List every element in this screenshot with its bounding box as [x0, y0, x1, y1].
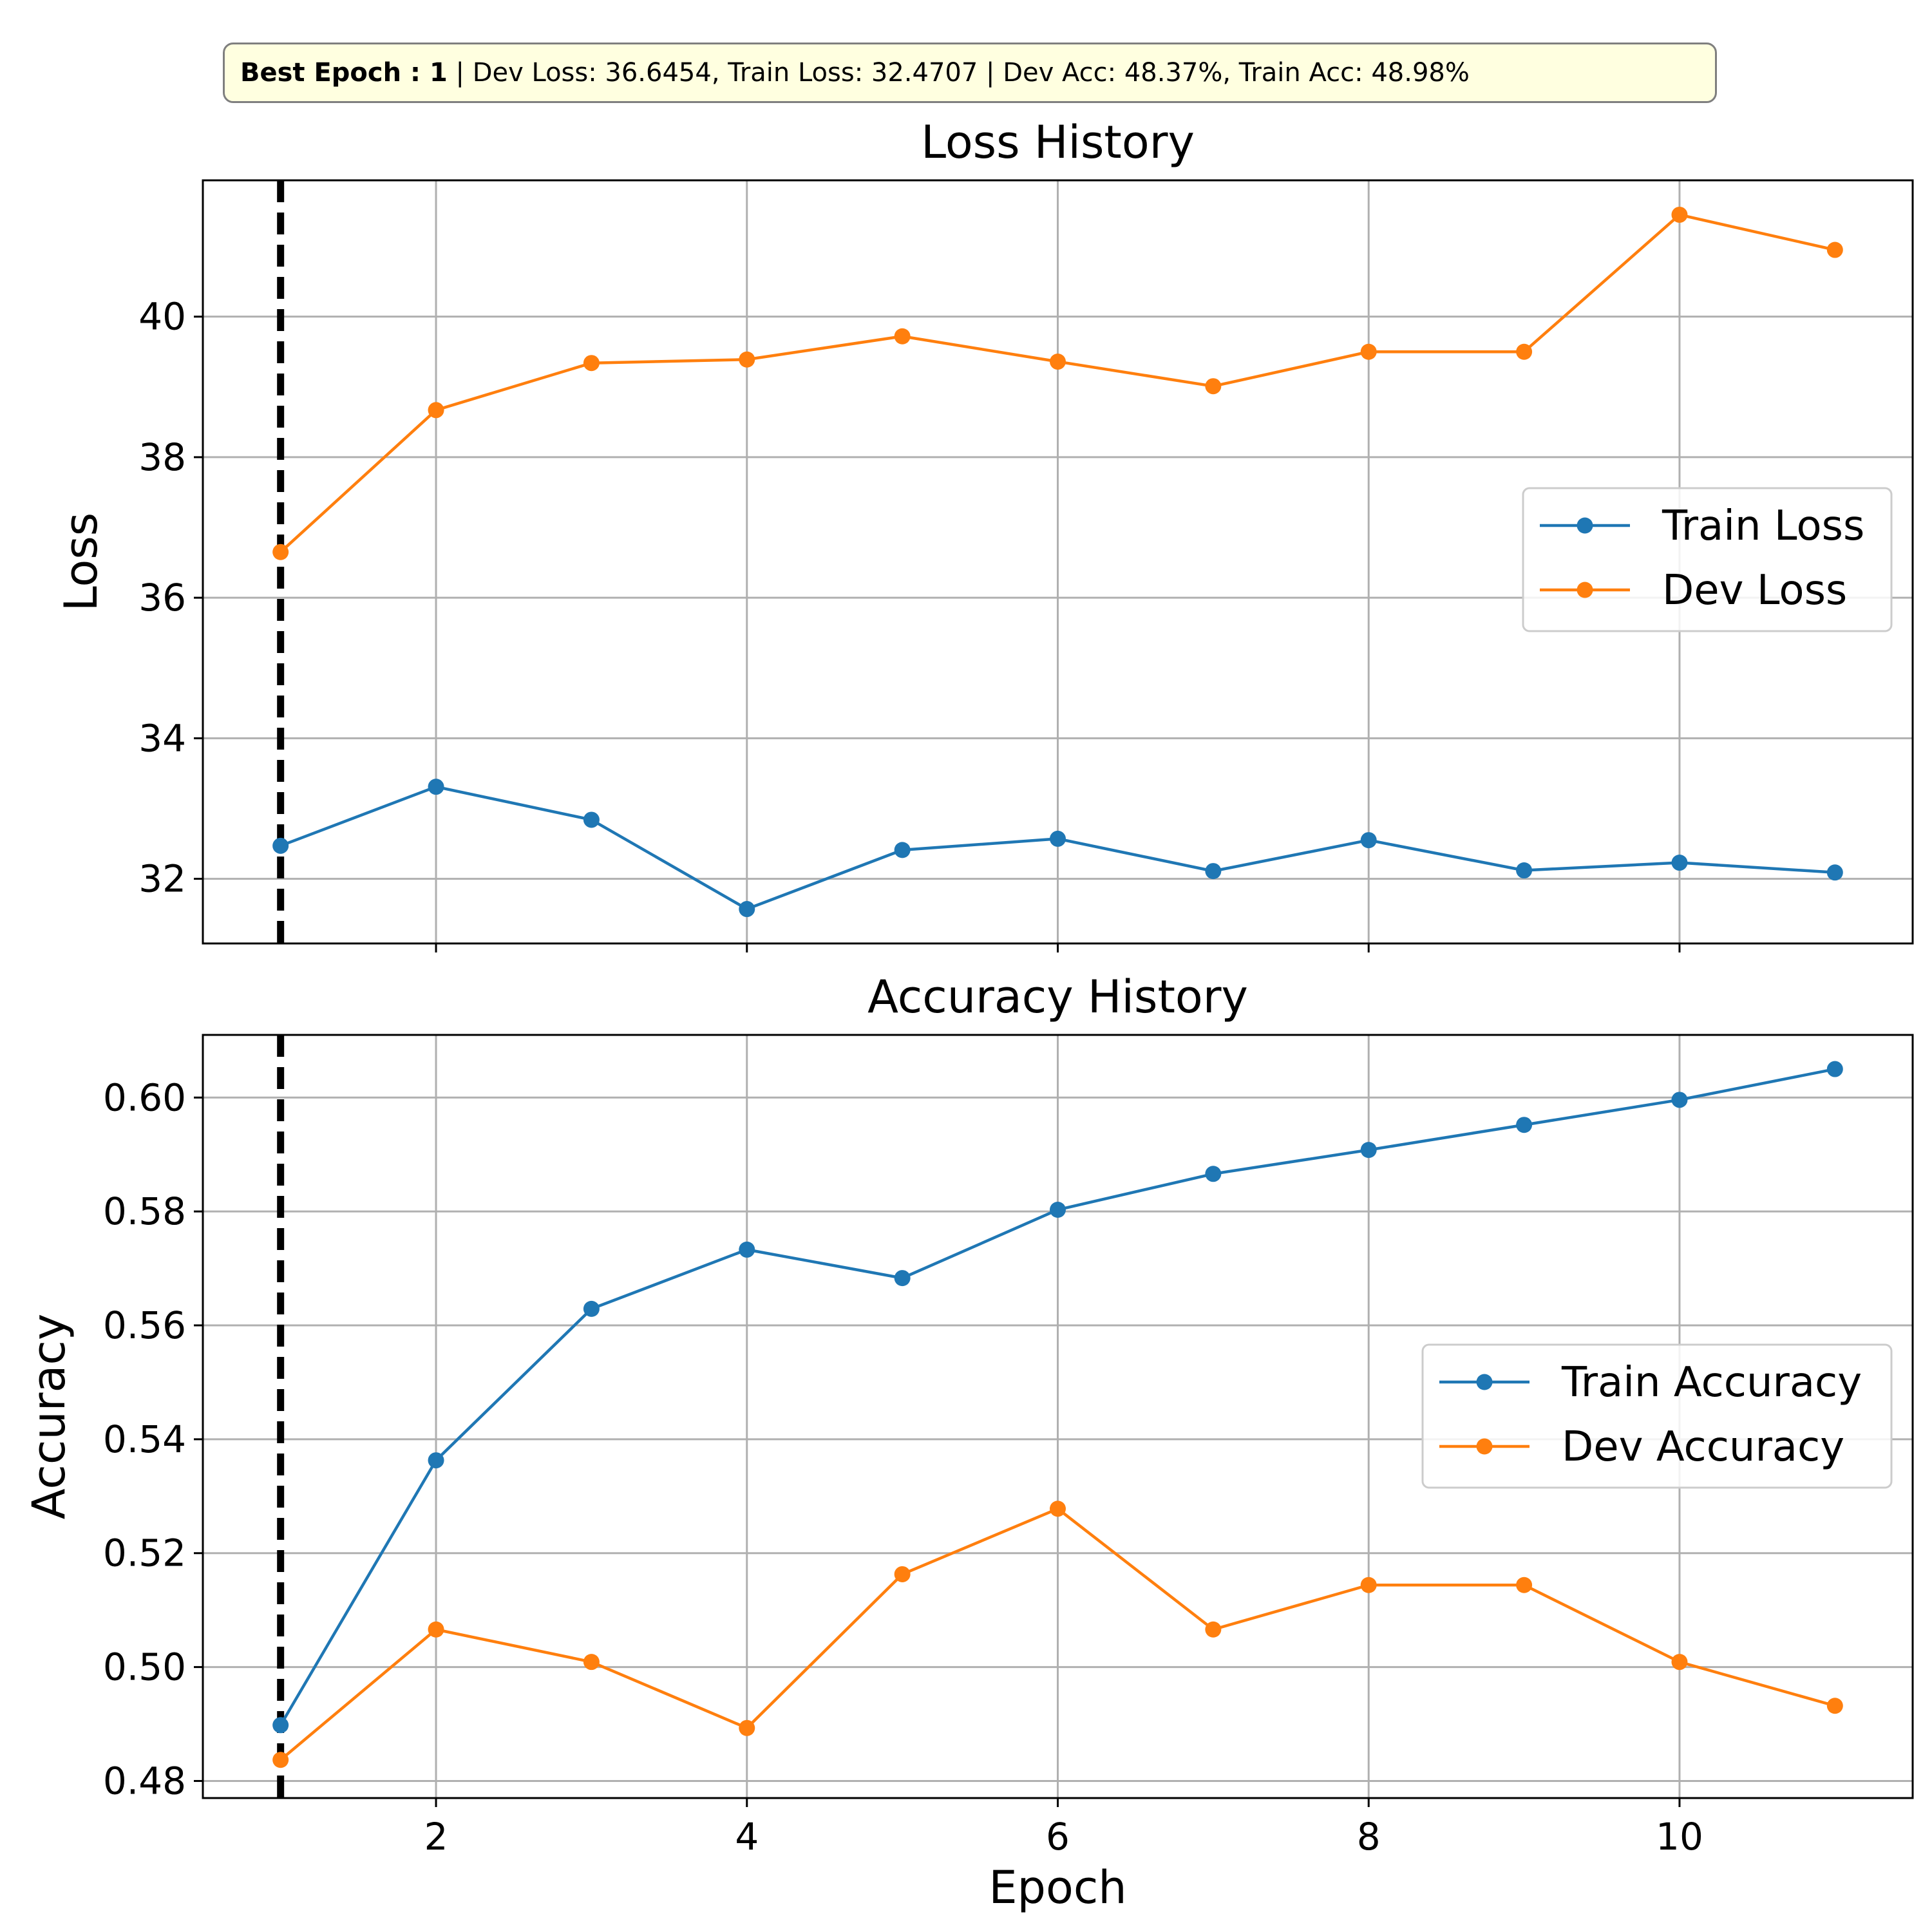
- data-point-dev-accuracy: [272, 1752, 289, 1768]
- y-tick-label: 36: [138, 576, 186, 620]
- x-tick-label: 2: [424, 1815, 448, 1859]
- legend-label-train-accuracy: Train Accuracy: [1561, 1359, 1862, 1406]
- legend-label-dev-loss: Dev Loss: [1662, 567, 1847, 614]
- data-point-train-accuracy: [272, 1717, 289, 1734]
- data-point-train-loss: [1516, 862, 1533, 879]
- data-point-train-loss: [1205, 863, 1222, 880]
- banner-comma: ,: [711, 58, 728, 88]
- best-epoch-banner: Best Epoch : 1 | Dev Loss: 36.6454, Trai…: [223, 43, 1717, 103]
- legend-swatch-marker: [1577, 517, 1593, 534]
- accuracy-history-panel: 0.48 0.50 0.52 0.54 0.56 0.58 0.60 2 4 6 8 10 Accura…: [23, 971, 1914, 1914]
- banner-separator: |: [447, 58, 473, 88]
- data-point-dev-loss: [1360, 343, 1377, 360]
- data-point-dev-accuracy: [1826, 1698, 1843, 1714]
- x-tick-label: 4: [735, 1815, 759, 1859]
- data-point-train-accuracy: [428, 1452, 444, 1469]
- data-point-train-accuracy: [1671, 1092, 1688, 1108]
- y-tick-label: 34: [138, 716, 186, 760]
- data-point-dev-loss: [583, 355, 600, 372]
- data-point-dev-loss: [272, 544, 289, 560]
- y-tick-label: 0.50: [103, 1645, 186, 1689]
- banner-train-loss: Train Loss: 32.4707: [728, 58, 978, 88]
- y-tick-label: 32: [138, 857, 186, 901]
- data-point-train-loss: [739, 901, 755, 918]
- data-point-dev-accuracy: [1205, 1621, 1222, 1638]
- legend: Train Accuracy Dev Accuracy: [1421, 1343, 1893, 1489]
- data-point-train-loss: [428, 779, 444, 795]
- data-point-dev-accuracy: [583, 1654, 600, 1671]
- data-point-dev-accuracy: [1671, 1654, 1688, 1671]
- data-point-train-accuracy: [1050, 1201, 1066, 1218]
- data-point-train-loss: [1826, 864, 1843, 881]
- data-point-train-loss: [272, 837, 289, 854]
- banner-separator: |: [978, 58, 1003, 88]
- y-tick-label: 0.54: [103, 1417, 186, 1461]
- y-tick-label: 40: [138, 295, 186, 339]
- data-point-dev-loss: [1826, 242, 1843, 258]
- data-point-dev-loss: [428, 402, 444, 419]
- legend: Train Loss Dev Loss: [1522, 487, 1893, 632]
- data-point-train-accuracy: [1205, 1166, 1222, 1182]
- legend-swatch-marker: [1577, 582, 1593, 598]
- data-point-dev-loss: [739, 351, 755, 368]
- legend-swatch-marker: [1476, 1374, 1493, 1390]
- data-point-train-accuracy: [1360, 1142, 1377, 1159]
- data-point-dev-loss: [894, 328, 911, 345]
- data-point-train-loss: [1360, 832, 1377, 849]
- data-point-dev-loss: [1516, 343, 1533, 360]
- y-axis-label: Loss: [55, 513, 108, 612]
- data-point-dev-loss: [1205, 378, 1222, 395]
- data-point-train-accuracy: [1826, 1061, 1843, 1077]
- x-tick-label: 8: [1357, 1815, 1381, 1859]
- data-point-train-accuracy: [894, 1270, 911, 1287]
- legend-box: [1421, 1343, 1893, 1489]
- legend-label-dev-accuracy: Dev Accuracy: [1562, 1423, 1844, 1471]
- banner-comma: ,: [1222, 58, 1239, 88]
- y-tick-label: 0.60: [103, 1075, 186, 1119]
- y-tick-label: 38: [138, 435, 186, 479]
- data-point-train-accuracy: [583, 1300, 600, 1317]
- data-point-dev-accuracy: [894, 1566, 911, 1582]
- y-tick-label: 0.58: [103, 1189, 186, 1233]
- data-point-dev-accuracy: [1360, 1577, 1377, 1593]
- y-tick-label: 0.52: [103, 1531, 186, 1575]
- data-point-dev-accuracy: [739, 1719, 755, 1736]
- data-point-train-accuracy: [739, 1241, 755, 1258]
- data-point-train-loss: [894, 842, 911, 858]
- data-point-dev-accuracy: [1050, 1501, 1066, 1517]
- chart-title: Accuracy History: [867, 971, 1248, 1023]
- x-tick-label: 6: [1046, 1815, 1070, 1859]
- loss-history-panel: 32 34 36 38 40 Loss History Loss Train Loss Dev …: [55, 116, 1914, 952]
- data-point-train-accuracy: [1516, 1117, 1533, 1133]
- data-point-train-loss: [583, 811, 600, 828]
- y-axis-label: Accuracy: [23, 1314, 75, 1520]
- legend-box: [1522, 487, 1893, 632]
- x-tick-label: 10: [1656, 1815, 1703, 1859]
- banner-dev-loss: Dev Loss: 36.6454: [472, 58, 712, 88]
- legend-swatch-marker: [1476, 1438, 1493, 1455]
- data-point-train-loss: [1671, 855, 1688, 871]
- data-point-train-loss: [1050, 830, 1066, 847]
- y-tick-label: 0.48: [103, 1759, 186, 1803]
- data-point-dev-accuracy: [1516, 1577, 1533, 1593]
- x-axis-label: Epoch: [989, 1861, 1126, 1914]
- data-point-dev-loss: [1671, 206, 1688, 223]
- chart-title: Loss History: [921, 116, 1195, 169]
- data-point-dev-loss: [1050, 354, 1066, 370]
- data-point-dev-accuracy: [428, 1621, 444, 1638]
- best-epoch-label: Best Epoch : 1: [240, 58, 448, 88]
- y-tick-label: 0.56: [103, 1303, 186, 1347]
- banner-dev-acc: Dev Acc: 48.37%: [1003, 58, 1223, 88]
- legend-label-train-loss: Train Loss: [1662, 502, 1864, 550]
- banner-train-acc: Train Acc: 48.98%: [1238, 58, 1470, 88]
